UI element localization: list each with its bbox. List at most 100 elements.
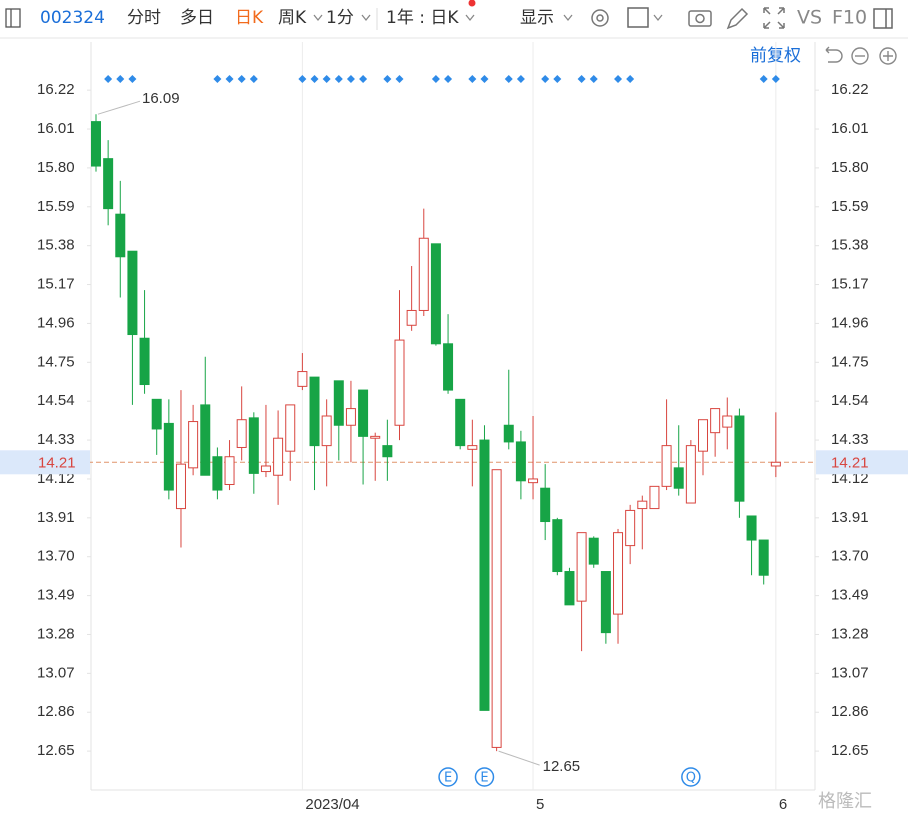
panel-icon[interactable] (5, 8, 21, 28)
event-diamond (298, 75, 307, 83)
candle-body (770, 461, 781, 467)
settings-icon[interactable] (591, 9, 609, 27)
y-tick-label: 13.49 (37, 587, 75, 604)
event-diamond (213, 75, 222, 83)
event-diamond (359, 75, 368, 83)
event-diamond (504, 75, 513, 83)
candle-body (248, 417, 259, 474)
reset-icon[interactable] (825, 46, 843, 63)
x-tick-label: 6 (779, 796, 787, 813)
event-icon (474, 767, 495, 787)
y-tick-label-right: 13.70 (831, 548, 869, 565)
candle-body (515, 441, 526, 482)
event-diamond (431, 75, 440, 83)
candle-body (224, 456, 235, 486)
tab[interactable]: 1分 (326, 8, 354, 28)
candle-body (370, 435, 381, 439)
candle-body (625, 509, 636, 547)
settings-icon (596, 14, 604, 22)
event-diamond (128, 75, 137, 83)
event-diamond (553, 75, 562, 83)
candle-body (333, 380, 344, 426)
event-diamond (541, 75, 550, 83)
y-tick-label-right: 14.33 (831, 431, 869, 448)
y-tick-label-right: 16.01 (831, 120, 869, 137)
candle-body (503, 424, 514, 443)
candle-body (576, 532, 587, 602)
y-tick-label-right: 13.28 (831, 625, 869, 642)
y-tick-label: 13.70 (37, 548, 75, 565)
candle-body (649, 485, 660, 510)
tab[interactable]: 1年 : 日K (386, 8, 459, 28)
y-tick-label: 12.86 (37, 703, 75, 720)
caret (465, 14, 475, 22)
tab-active[interactable]: 日K (235, 8, 264, 28)
event-diamond (225, 75, 234, 83)
candle-body (600, 571, 611, 634)
zoom-out-icon[interactable] (851, 47, 869, 65)
caret (563, 14, 573, 22)
candle-body (163, 422, 174, 491)
event-diamond (237, 75, 246, 83)
candle-body (273, 437, 284, 476)
stock-code[interactable]: 002324 (40, 8, 105, 28)
toolbar (0, 0, 908, 38)
candle-body (443, 343, 454, 391)
candle-body (394, 339, 405, 426)
y-tick-label: 12.65 (37, 742, 75, 759)
panel-icon[interactable] (873, 8, 893, 29)
tab[interactable]: 显示 (520, 8, 554, 28)
candle-body (673, 467, 684, 489)
draw-icon[interactable] (726, 7, 749, 30)
zoom-in-icon (883, 51, 893, 61)
y-tick-label: 13.91 (37, 509, 75, 526)
event-letter: E (480, 771, 488, 786)
min-leader (498, 750, 540, 766)
f10-button[interactable]: F10 (832, 7, 867, 29)
candle-body (455, 398, 466, 447)
event-diamond (310, 75, 319, 83)
event-diamond (480, 75, 489, 83)
candle-body (685, 445, 696, 504)
y-tick-label-right: 15.17 (831, 276, 869, 293)
color-icon[interactable] (627, 7, 649, 28)
candle-body (285, 404, 296, 452)
event-diamond (383, 75, 392, 83)
tab[interactable]: 周K (278, 8, 307, 28)
event-diamond (771, 75, 780, 83)
event-diamond (104, 75, 113, 83)
min-label: 12.65 (543, 758, 581, 775)
tab[interactable]: 多日 (180, 8, 214, 28)
event-diamond (444, 75, 453, 83)
zoom-in-icon[interactable] (879, 47, 897, 65)
candle-body (746, 515, 757, 541)
caret (653, 14, 663, 22)
y-tick-label: 14.33 (37, 431, 75, 448)
event-diamond (614, 75, 623, 83)
event-icon (438, 767, 458, 787)
event-diamond (116, 75, 125, 83)
candle-body (127, 250, 138, 336)
fullscreen-icon[interactable] (763, 7, 785, 29)
max-label: 16.09 (142, 90, 180, 107)
y-tick-label-right: 12.65 (831, 742, 869, 759)
candle-body (430, 243, 441, 345)
candle-body (115, 213, 126, 258)
candle-body (588, 537, 599, 565)
y-tick-label: 16.01 (37, 120, 75, 137)
candle-body (406, 309, 417, 326)
candle-body (175, 463, 186, 510)
candle-body (345, 408, 356, 426)
candle-body (297, 371, 308, 387)
vs-button[interactable]: VS (797, 7, 822, 29)
candle-body (200, 404, 211, 476)
candle-body (710, 408, 721, 434)
tab[interactable]: 分时 (127, 8, 161, 28)
x-tick-label: 5 (536, 796, 544, 813)
event-diamond (589, 75, 598, 83)
max-leader (97, 100, 141, 115)
price-tag (816, 450, 908, 475)
camera-icon[interactable] (688, 10, 712, 27)
y-tick-label: 14.75 (37, 353, 75, 370)
